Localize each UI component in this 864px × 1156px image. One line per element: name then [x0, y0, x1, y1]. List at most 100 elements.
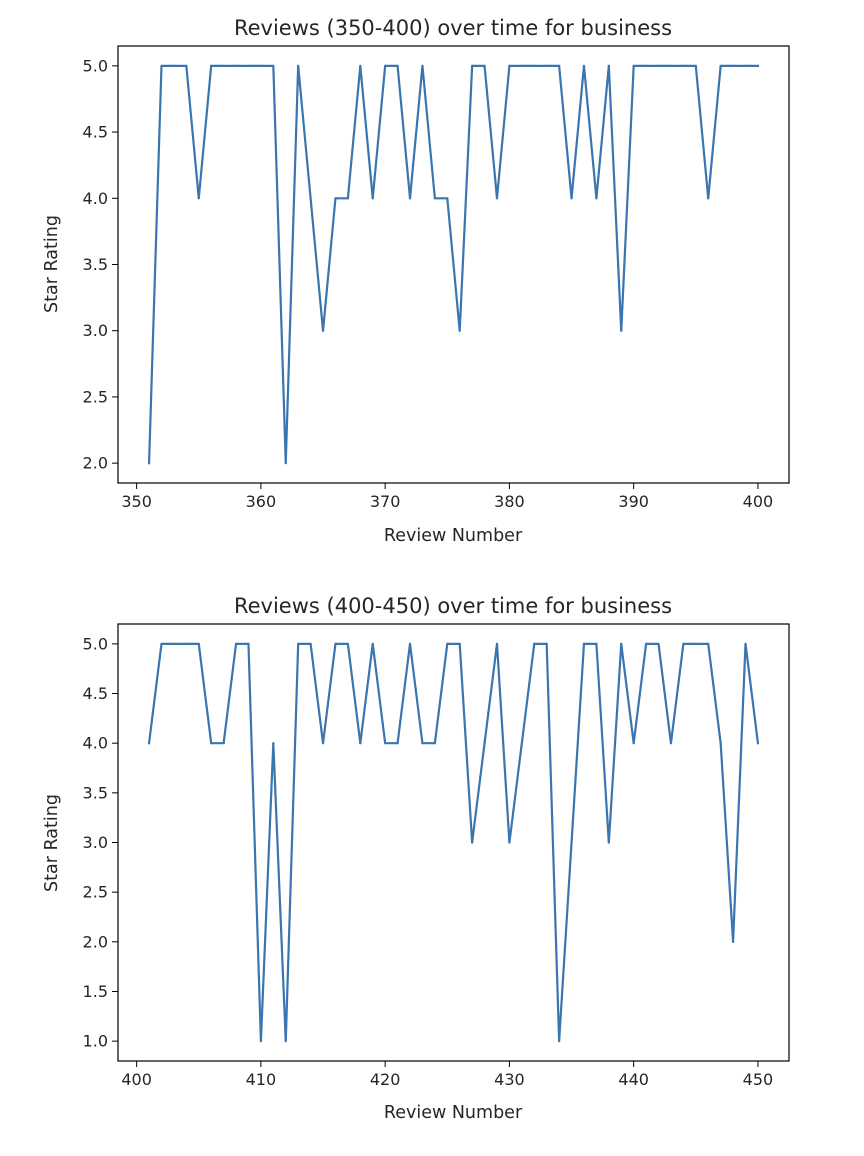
data-point: [408, 197, 412, 200]
data-point: [185, 64, 188, 67]
y-tick-label: 1.5: [83, 982, 108, 1001]
data-point: [247, 64, 250, 67]
x-axis-label: Review Number: [384, 1103, 523, 1123]
x-tick-label: 400: [121, 1070, 152, 1089]
chart-reviews-400-450: Reviews (400-450) over time for business…: [42, 594, 790, 1123]
data-point: [284, 462, 287, 465]
chart-title: Reviews (400-450) over time for business: [234, 594, 672, 618]
x-tick-label: 350: [121, 492, 152, 511]
data-point: [297, 64, 300, 67]
data-point: [433, 742, 436, 745]
data-point: [707, 197, 710, 200]
y-axis-label: Star Rating: [42, 794, 62, 892]
x-tick-label: 450: [743, 1070, 774, 1089]
data-point: [545, 64, 548, 67]
x-tick-label: 400: [743, 492, 774, 511]
data-point: [384, 64, 387, 67]
x-tick-label: 410: [246, 1070, 277, 1089]
series-line: [147, 64, 760, 465]
data-point: [520, 64, 523, 67]
data-point: [570, 841, 573, 844]
data-point: [657, 642, 660, 645]
data-point: [384, 742, 387, 745]
data-point: [595, 642, 598, 645]
data-point: [210, 742, 213, 745]
y-tick-label: 4.5: [83, 123, 108, 142]
y-axis-label: Star Rating: [42, 215, 62, 313]
x-axis-ticks: 350 360 370 380 390 400: [121, 483, 773, 511]
data-point: [657, 64, 660, 67]
x-tick-label: 390: [618, 492, 649, 511]
y-tick-label: 5.0: [83, 56, 108, 75]
data-point: [607, 64, 610, 67]
data-point: [471, 841, 474, 844]
y-tick-label: 5.0: [83, 634, 108, 653]
data-point: [483, 64, 486, 67]
data-point: [508, 841, 511, 844]
data-point: [682, 642, 685, 645]
data-point: [632, 64, 635, 67]
data-point: [508, 64, 511, 67]
x-tick-label: 360: [246, 492, 277, 511]
y-tick-label: 3.0: [83, 321, 108, 340]
data-point: [446, 197, 449, 200]
y-tick-label: 2.0: [83, 932, 108, 951]
y-tick-label: 3.0: [83, 833, 108, 852]
data-point: [334, 197, 337, 200]
data-point: [707, 642, 710, 645]
y-tick-label: 1.0: [83, 1032, 108, 1051]
data-point: [334, 642, 337, 645]
data-point: [731, 940, 735, 943]
y-tick-label: 2.5: [83, 387, 108, 406]
data-point: [620, 329, 623, 332]
data-point: [520, 742, 523, 745]
data-point: [570, 197, 573, 200]
data-point: [582, 642, 586, 645]
y-tick-label: 3.5: [83, 255, 108, 274]
data-point: [471, 64, 474, 67]
y-tick-label: 3.5: [83, 783, 108, 802]
data-point: [197, 197, 200, 200]
data-point: [682, 64, 685, 67]
series-line-group: [147, 64, 760, 465]
series-line-group: [147, 642, 760, 1043]
data-point: [495, 197, 499, 200]
y-tick-label: 2.5: [83, 883, 108, 902]
data-point: [458, 329, 461, 332]
data-point: [694, 642, 697, 645]
data-point: [756, 742, 760, 745]
plot-frame: [117, 45, 790, 484]
data-point: [545, 642, 548, 645]
data-point: [669, 742, 673, 745]
data-point: [259, 64, 262, 67]
data-point: [396, 64, 399, 67]
data-point: [495, 642, 499, 645]
data-point: [607, 841, 610, 844]
data-point: [359, 64, 362, 67]
x-tick-label: 370: [370, 492, 401, 511]
y-axis-ticks: 1.0 1.5 2.0 2.5 3.0 3.5 4.0 4.5 5.0: [83, 634, 118, 1051]
data-point: [197, 642, 200, 645]
data-point: [719, 742, 722, 745]
data-point: [446, 642, 449, 645]
data-point: [645, 642, 648, 645]
data-point: [595, 197, 598, 200]
data-point: [147, 462, 151, 465]
data-point: [744, 64, 747, 67]
x-tick-label: 440: [618, 1070, 649, 1089]
data-point: [396, 742, 399, 745]
plot-frame: [117, 623, 790, 1062]
data-point: [160, 64, 163, 67]
data-point: [408, 642, 412, 645]
data-point: [210, 64, 213, 67]
data-point: [731, 64, 735, 67]
data-point: [421, 64, 424, 67]
y-tick-label: 2.0: [83, 454, 108, 473]
data-point: [222, 742, 225, 745]
data-point: [309, 642, 312, 645]
x-axis-label: Review Number: [384, 526, 523, 546]
data-point: [234, 64, 238, 67]
chart-title: Reviews (350-400) over time for business: [234, 16, 672, 40]
series-line: [147, 642, 760, 1043]
